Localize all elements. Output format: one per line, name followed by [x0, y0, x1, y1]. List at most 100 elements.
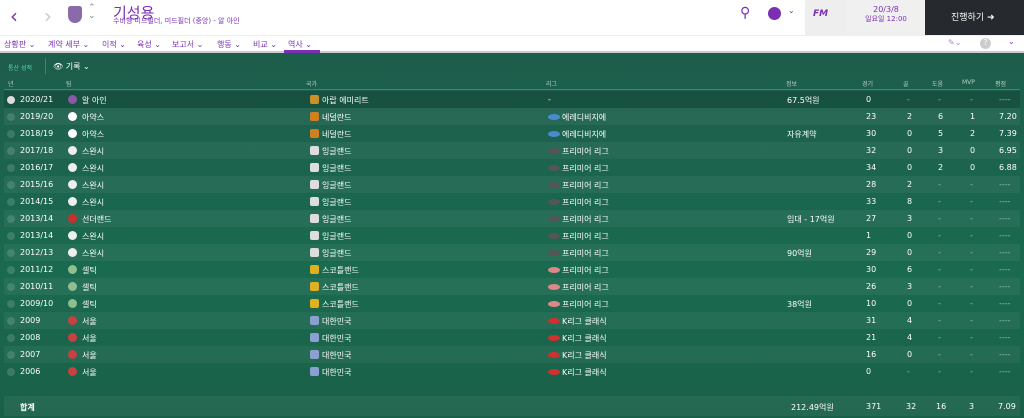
- league-link[interactable]: 프리미어 리그: [562, 181, 609, 190]
- table-row[interactable]: 2015/16 스완시 잉글랜드 프리미어 리그 28 2 - - ----: [4, 176, 1020, 193]
- league-link[interactable]: -: [548, 95, 551, 104]
- forward-button[interactable]: ›: [44, 4, 52, 28]
- nav-tab-4[interactable]: 보고서 ⌄: [172, 40, 204, 49]
- nation-link[interactable]: 잉글랜드: [322, 164, 352, 173]
- row-radio[interactable]: [7, 147, 15, 155]
- league-link[interactable]: K리그 클래식: [562, 334, 607, 343]
- career-stats-tab[interactable]: 통산 성적: [8, 65, 32, 72]
- row-radio[interactable]: [7, 164, 15, 172]
- league-link[interactable]: 프리미어 리그: [562, 266, 609, 275]
- nation-link[interactable]: 잉글랜드: [322, 215, 352, 224]
- league-link[interactable]: 프리미어 리그: [562, 164, 609, 173]
- table-row[interactable]: 2006 서울 대한민국 K리그 클래식 0 - - - ----: [4, 363, 1020, 380]
- table-row[interactable]: 2008 서울 대한민국 K리그 클래식 21 4 - - ----: [4, 329, 1020, 346]
- team-link[interactable]: 셀틱: [82, 266, 97, 275]
- row-radio[interactable]: [7, 130, 15, 138]
- league-link[interactable]: 프리미어 리그: [562, 147, 609, 156]
- table-row[interactable]: 2011/12 셀틱 스코틀랜드 프리미어 리그 30 6 - - ----: [4, 261, 1020, 278]
- team-link[interactable]: 셀틱: [82, 283, 97, 292]
- table-row[interactable]: 2009/10 셀틱 스코틀랜드 프리미어 리그 38억원 10 0 - - -…: [4, 295, 1020, 312]
- nation-link[interactable]: 네덜란드: [322, 113, 352, 122]
- team-link[interactable]: 스완시: [82, 198, 105, 207]
- league-link[interactable]: 프리미어 리그: [562, 283, 609, 292]
- nation-link[interactable]: 대한민국: [322, 351, 352, 360]
- league-link[interactable]: K리그 클래식: [562, 368, 607, 377]
- nav-tab-3[interactable]: 육성 ⌄: [137, 40, 161, 49]
- col-team[interactable]: 팀: [66, 81, 72, 88]
- col-info[interactable]: 정보: [786, 81, 798, 88]
- nation-link[interactable]: 스코틀랜드: [322, 266, 359, 275]
- league-link[interactable]: K리그 클래식: [562, 317, 607, 326]
- table-row[interactable]: 2020/21 알 아인 아랍 에미리트 - 67.5억원 0 - - - --…: [4, 91, 1020, 108]
- nation-link[interactable]: 잉글랜드: [322, 232, 352, 241]
- view-dropdown[interactable]: 👁 기록 ⌄: [53, 62, 90, 71]
- table-row[interactable]: 2007 서울 대한민국 K리그 클래식 16 0 - - ----: [4, 346, 1020, 363]
- col-rating[interactable]: 평점: [995, 81, 1007, 88]
- team-link[interactable]: 스완시: [82, 147, 105, 156]
- row-radio[interactable]: [7, 368, 15, 376]
- team-link[interactable]: 서울: [82, 317, 97, 326]
- team-link[interactable]: 스완시: [82, 164, 105, 173]
- help-icon[interactable]: ?: [980, 38, 991, 49]
- col-league[interactable]: 리그: [546, 81, 558, 88]
- nation-link[interactable]: 대한민국: [322, 368, 352, 377]
- continue-button[interactable]: 진행하기 ➜: [925, 0, 1024, 35]
- row-radio[interactable]: [7, 113, 15, 121]
- row-radio[interactable]: [7, 198, 15, 206]
- col-goals[interactable]: 골: [903, 81, 909, 88]
- team-link[interactable]: 서울: [82, 368, 97, 377]
- chevron-down-icon[interactable]: ⌄: [1008, 37, 1015, 46]
- col-year[interactable]: 년: [8, 81, 14, 88]
- league-link[interactable]: 에레디비지에: [562, 113, 607, 122]
- team-link[interactable]: 알 아인: [82, 96, 107, 105]
- nation-link[interactable]: 대한민국: [322, 317, 352, 326]
- league-link[interactable]: 프리미어 리그: [562, 215, 609, 224]
- chevron-down-icon[interactable]: ⌄: [788, 6, 795, 15]
- league-link[interactable]: 프리미어 리그: [562, 198, 609, 207]
- col-mvp[interactable]: MVP: [962, 79, 975, 86]
- nav-tab-1[interactable]: 계약 세부 ⌄: [48, 40, 90, 49]
- table-row[interactable]: 2019/20 아약스 네덜란드 에레디비지에 23 2 6 1 7.20: [4, 108, 1020, 125]
- table-row[interactable]: 2014/15 스완시 잉글랜드 프리미어 리그 33 8 - - ----: [4, 193, 1020, 210]
- nation-link[interactable]: 잉글랜드: [322, 249, 352, 258]
- row-radio[interactable]: [7, 96, 15, 104]
- team-link[interactable]: 스완시: [82, 232, 105, 241]
- table-row[interactable]: 2018/19 아약스 네덜란드 에레디비지에 자유계약 30 0 5 2 7.…: [4, 125, 1020, 142]
- nation-link[interactable]: 아랍 에미리트: [322, 96, 369, 105]
- team-link[interactable]: 아약스: [82, 130, 105, 139]
- table-row[interactable]: 2009 서울 대한민국 K리그 클래식 31 4 - - ----: [4, 312, 1020, 329]
- globe-icon[interactable]: [768, 7, 781, 20]
- table-row[interactable]: 2013/14 스완시 잉글랜드 프리미어 리그 1 0 - - ----: [4, 227, 1020, 244]
- league-link[interactable]: 프리미어 리그: [562, 249, 609, 258]
- team-link[interactable]: 아약스: [82, 113, 105, 122]
- nav-tab-0[interactable]: 상황판 ⌄: [4, 40, 36, 49]
- row-radio[interactable]: [7, 181, 15, 189]
- team-link[interactable]: 서울: [82, 351, 97, 360]
- league-link[interactable]: 프리미어 리그: [562, 232, 609, 241]
- table-row[interactable]: 2010/11 셀틱 스코틀랜드 프리미어 리그 26 3 - - ----: [4, 278, 1020, 295]
- row-radio[interactable]: [7, 232, 15, 240]
- nav-tab-6[interactable]: 비교 ⌄: [253, 40, 277, 49]
- team-link[interactable]: 스완시: [82, 181, 105, 190]
- team-link[interactable]: 스완시: [82, 249, 105, 258]
- league-link[interactable]: K리그 클래식: [562, 351, 607, 360]
- nav-tab-5[interactable]: 행동 ⌄: [217, 40, 241, 49]
- row-radio[interactable]: [7, 351, 15, 359]
- back-button[interactable]: ‹: [10, 4, 18, 28]
- nation-link[interactable]: 잉글랜드: [322, 181, 352, 190]
- nation-link[interactable]: 네덜란드: [322, 130, 352, 139]
- nation-link[interactable]: 스코틀랜드: [322, 300, 359, 309]
- search-icon[interactable]: ⚲: [740, 5, 751, 21]
- nation-link[interactable]: 잉글랜드: [322, 198, 352, 207]
- table-row[interactable]: 2012/13 스완시 잉글랜드 프리미어 리그 90억원 29 0 - - -…: [4, 244, 1020, 261]
- edit-icon[interactable]: ✎⌄: [948, 38, 962, 47]
- team-link[interactable]: 셀틱: [82, 300, 97, 309]
- table-row[interactable]: 2016/17 스완시 잉글랜드 프리미어 리그 34 0 2 0 6.88: [4, 159, 1020, 176]
- row-radio[interactable]: [7, 215, 15, 223]
- league-link[interactable]: 에레디비지에: [562, 130, 607, 139]
- fm-menu[interactable]: FM: [805, 0, 847, 35]
- table-row[interactable]: 2017/18 스완시 잉글랜드 프리미어 리그 32 0 3 0 6.95: [4, 142, 1020, 159]
- row-radio[interactable]: [7, 266, 15, 274]
- row-radio[interactable]: [7, 317, 15, 325]
- nation-link[interactable]: 대한민국: [322, 334, 352, 343]
